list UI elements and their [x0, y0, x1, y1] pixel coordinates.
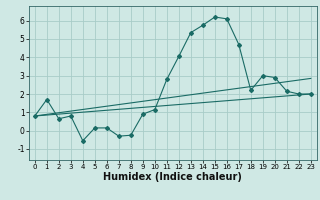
X-axis label: Humidex (Indice chaleur): Humidex (Indice chaleur) — [103, 172, 242, 182]
